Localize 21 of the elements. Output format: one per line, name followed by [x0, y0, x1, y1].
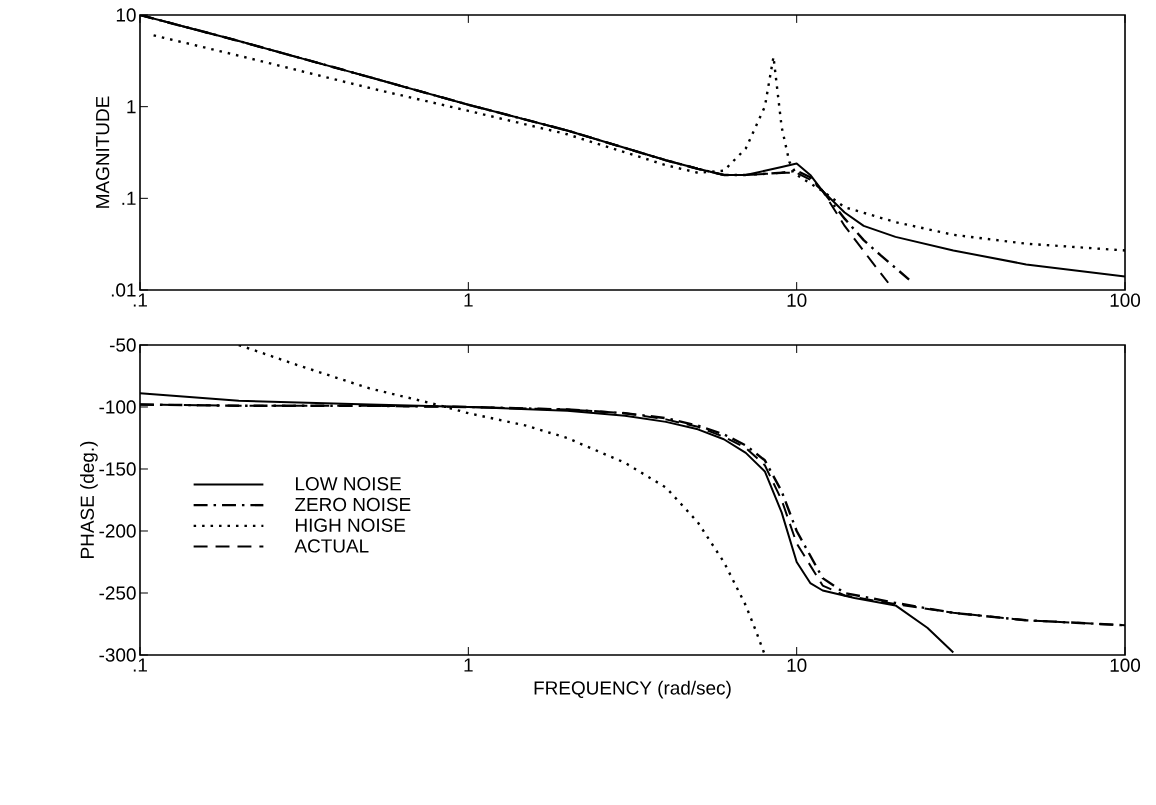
- x-tick-label: 10: [787, 658, 807, 672]
- y-tick-label: 10: [116, 8, 136, 22]
- x-tick-label: 1: [464, 658, 473, 672]
- legend-label: ZERO NOISE: [295, 497, 411, 512]
- y-tick-label: -100: [99, 400, 136, 414]
- y-tick-label: -50: [109, 338, 136, 352]
- legend-label: HIGH NOISE: [296, 518, 406, 532]
- x-tick-label: 100: [1110, 293, 1141, 307]
- x-tick-label: 100: [1110, 658, 1141, 672]
- legend-label: ACTUAL: [294, 539, 369, 553]
- legend-label: LOW NOISE: [296, 477, 401, 491]
- y-axis-title: MAGNITUDE: [95, 96, 110, 208]
- y-tick-label: -200: [99, 524, 136, 538]
- y-tick-label: -250: [99, 586, 136, 600]
- y-axis-title: PHASE (deg.): [80, 441, 98, 558]
- x-tick-label: 1: [464, 293, 473, 307]
- y-tick-label: 1: [127, 100, 136, 114]
- x-axis-title: FREQUENCY (rad/sec): [534, 680, 731, 699]
- y-tick-label: .1: [122, 191, 136, 205]
- y-tick-label: -150: [99, 462, 136, 476]
- x-tick-label: 10: [787, 293, 807, 307]
